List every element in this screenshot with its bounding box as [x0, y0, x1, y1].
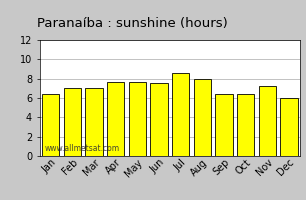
Bar [64, 88, 81, 156]
Bar [172, 73, 189, 156]
Bar [129, 82, 146, 156]
Bar [259, 86, 276, 156]
Bar [85, 88, 103, 156]
Bar [215, 94, 233, 156]
Bar [280, 98, 298, 156]
Bar [194, 79, 211, 156]
Text: www.allmetsat.com: www.allmetsat.com [45, 144, 120, 153]
Bar [150, 83, 168, 156]
Bar [237, 94, 254, 156]
Text: Paranaíba : sunshine (hours): Paranaíba : sunshine (hours) [37, 17, 227, 30]
Bar [42, 94, 59, 156]
Bar [107, 82, 124, 156]
